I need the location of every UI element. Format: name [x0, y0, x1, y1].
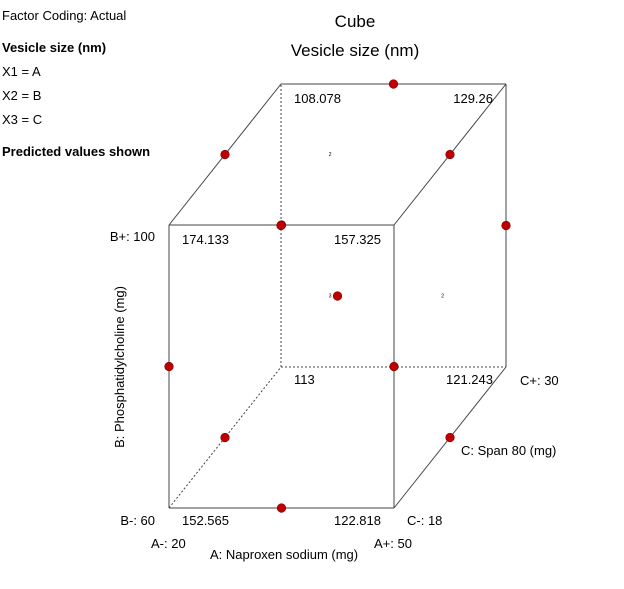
replicate-counts: 2 3 2 [329, 152, 445, 300]
design-point [332, 291, 343, 301]
replicate-count: 2 [441, 294, 444, 300]
design-point [276, 503, 287, 513]
design-point [164, 361, 174, 372]
corner-value: 122.818 [334, 513, 381, 528]
a-axis-title: A: Naproxen sodium (mg) [210, 547, 358, 562]
chart-subtitle: Vesicle size (nm) [291, 41, 419, 60]
design-point [445, 432, 455, 443]
design-point [220, 432, 230, 443]
a-low-label: A-: 20 [151, 536, 186, 551]
design-point [388, 79, 399, 89]
b-axis-title: B: Phosphatidylcholine (mg) [112, 286, 127, 448]
factor-coding-label: Factor Coding: Actual [2, 8, 127, 23]
legend-panel: Factor Coding: Actual Vesicle size (nm) … [2, 4, 150, 164]
factor-map-c: X3 = C [2, 112, 43, 127]
c-high-label: C+: 30 [520, 373, 559, 388]
design-point [220, 149, 230, 160]
design-point [389, 361, 399, 372]
design-point [276, 220, 286, 231]
response-label: Vesicle size (nm) [2, 40, 107, 55]
design-point [445, 149, 455, 160]
c-low-label: C-: 18 [407, 513, 442, 528]
chart-title: Cube [335, 12, 376, 31]
predicted-note: Predicted values shown [2, 144, 151, 159]
corner-value: 113 [294, 372, 315, 387]
factor-map-a: X1 = A [2, 64, 41, 79]
corner-value: 129.26 [453, 91, 493, 106]
design-points [164, 79, 511, 513]
c-axis-title: C: Span 80 (mg) [461, 443, 556, 458]
a-high-label: A+: 50 [374, 536, 412, 551]
corner-values: 152.565 122.818 174.133 157.325 113 121.243 10… [182, 91, 493, 528]
corner-value: 121.243 [446, 372, 493, 387]
corner-value: 108.078 [294, 91, 341, 106]
corner-value: 157.325 [334, 232, 381, 247]
corner-value: 174.133 [182, 232, 229, 247]
replicate-count: 2 [329, 152, 332, 158]
b-high-label: B+: 100 [110, 229, 155, 244]
factor-map-b: X2 = B [2, 88, 42, 103]
design-point [501, 220, 511, 231]
corner-value: 152.565 [182, 513, 229, 528]
replicate-count: 3 [329, 294, 332, 300]
b-low-label: B-: 60 [120, 513, 155, 528]
